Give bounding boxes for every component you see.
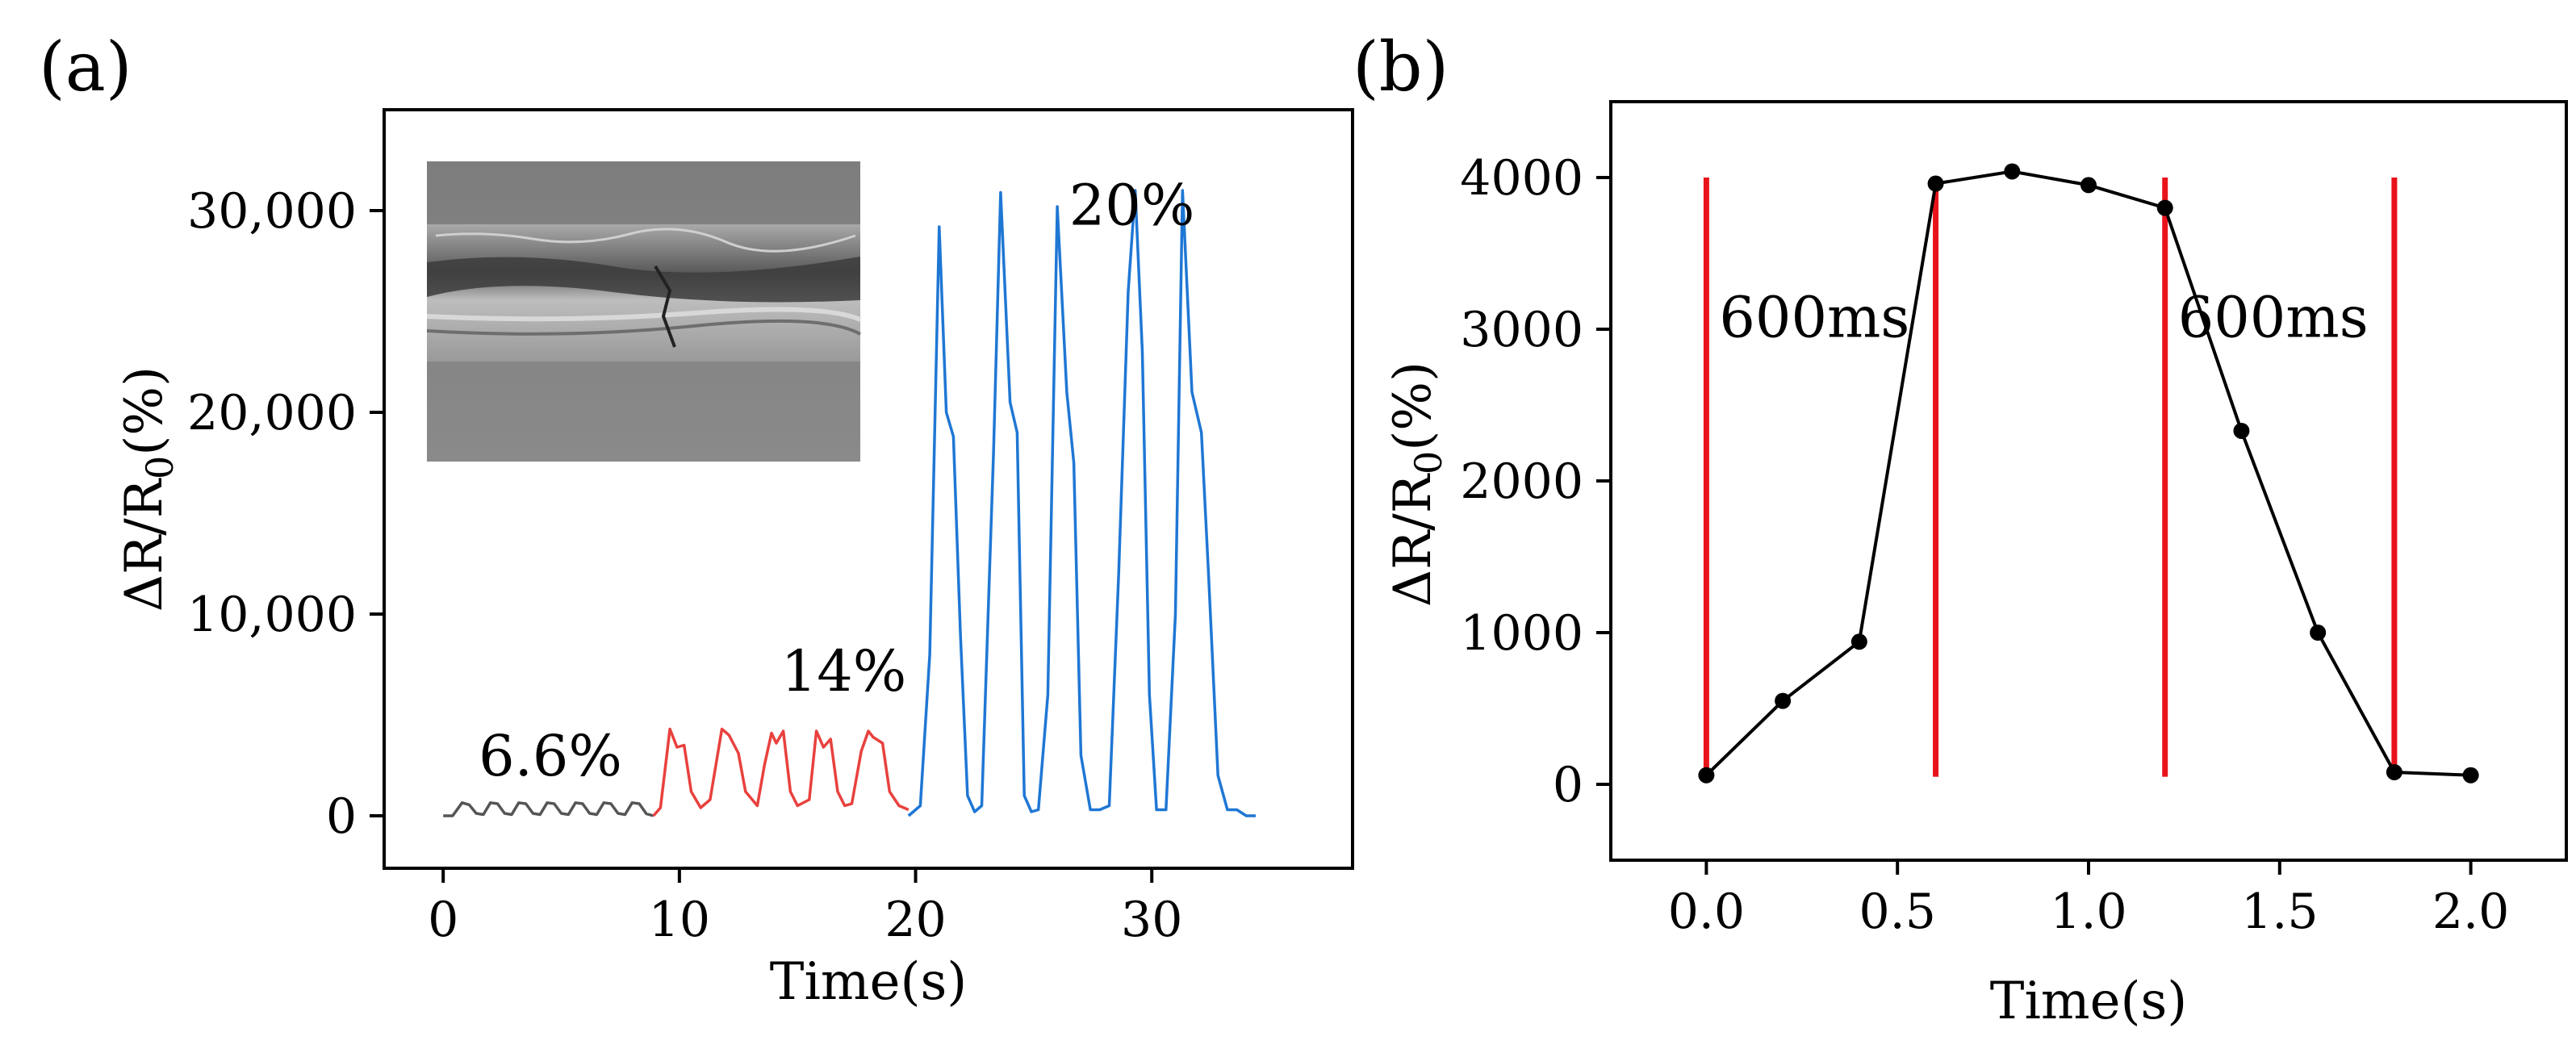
panel-a-plot-frame (383, 108, 1354, 870)
sem-inset-image (426, 161, 862, 462)
y-tick-label: 10,000 (187, 587, 357, 643)
panel-a-ticks (370, 209, 1154, 883)
panel-a-xtick-labels: 0 10 20 30 (428, 892, 1182, 948)
x-tick-label: 0.5 (1859, 884, 1935, 940)
data-point (1698, 767, 1715, 784)
panel-b-annotations: 600ms 600ms (1719, 284, 2368, 350)
panel-a-series (443, 189, 1256, 817)
panel-a-ytick-labels: 0 10,000 20,000 30,000 (187, 183, 357, 845)
panel-a-x-axis-title: Time(s) (770, 952, 968, 1012)
y-tick-label: 3000 (1460, 302, 1583, 358)
data-point (2004, 163, 2021, 180)
x-tick-label: 30 (1121, 892, 1182, 948)
panel-b-series (1698, 163, 2479, 784)
data-point (1927, 175, 1944, 192)
data-point (2386, 763, 2402, 780)
x-tick-label: 0 (428, 892, 458, 948)
panel-a-y-axis-title: ΔR/R0(%) (115, 366, 182, 612)
data-point (1850, 633, 1867, 650)
data-point (2233, 422, 2250, 439)
window-annotation-label: 600ms (1719, 284, 1909, 350)
y-tick-label: 20,000 (187, 385, 357, 441)
x-tick-label: 0.0 (1668, 884, 1745, 940)
series-line-3 (907, 189, 1256, 817)
data-point (2080, 177, 2097, 194)
panel-b-ticks (1596, 176, 2473, 875)
x-tick-label: 10 (649, 892, 710, 948)
x-tick-label: 20 (884, 892, 946, 948)
data-point (2156, 199, 2173, 216)
data-point (1775, 692, 1792, 709)
x-tick-label: 1.5 (2241, 884, 2318, 940)
panel-b-y-axis-title: ΔR/R0(%) (1383, 362, 1450, 607)
panel-a: (a) 0 10 20 30 0 10,000 20,000 30,000 6.6% 14% 2… (39, 27, 1354, 1012)
panel-b-marker-lines (1703, 178, 2398, 777)
panel-a-label: (a) (39, 27, 132, 107)
y-tick-label: 0 (1553, 757, 1583, 813)
y-tick-label: 30,000 (187, 183, 357, 240)
x-tick-label: 1.0 (2050, 884, 2126, 940)
window-annotation-label: 600ms (2178, 284, 2369, 350)
series-line-1 (1705, 169, 2471, 777)
series-line-1 (443, 801, 654, 817)
x-tick-label: 2.0 (2432, 884, 2509, 940)
panel-b-label: (b) (1353, 27, 1449, 107)
series-line-2 (652, 727, 910, 817)
panel-b-xtick-labels: 0.0 0.5 1.0 1.5 2.0 (1668, 884, 2510, 940)
annotation-label: 14% (781, 638, 907, 704)
data-point (2310, 625, 2327, 641)
panel-b-plot-frame (1609, 100, 2568, 862)
panel-b-ytick-labels: 0 1000 2000 3000 4000 (1460, 150, 1583, 813)
panel-a-annotations: 6.6% 14% 20% (479, 173, 1194, 790)
y-tick-label: 2000 (1460, 453, 1583, 510)
y-tick-label: 1000 (1460, 605, 1583, 662)
y-tick-label: 4000 (1460, 150, 1583, 207)
annotation-label: 6.6% (479, 723, 622, 789)
data-point (2462, 767, 2479, 784)
panel-b-x-axis-title: Time(s) (1990, 972, 2188, 1031)
panel-b: (b) 0.0 0.5 1.0 1.5 2.0 0 1000 2000 3000 4000 60… (1353, 27, 2568, 1031)
y-tick-label: 0 (326, 788, 357, 845)
annotation-label: 20% (1069, 173, 1195, 239)
